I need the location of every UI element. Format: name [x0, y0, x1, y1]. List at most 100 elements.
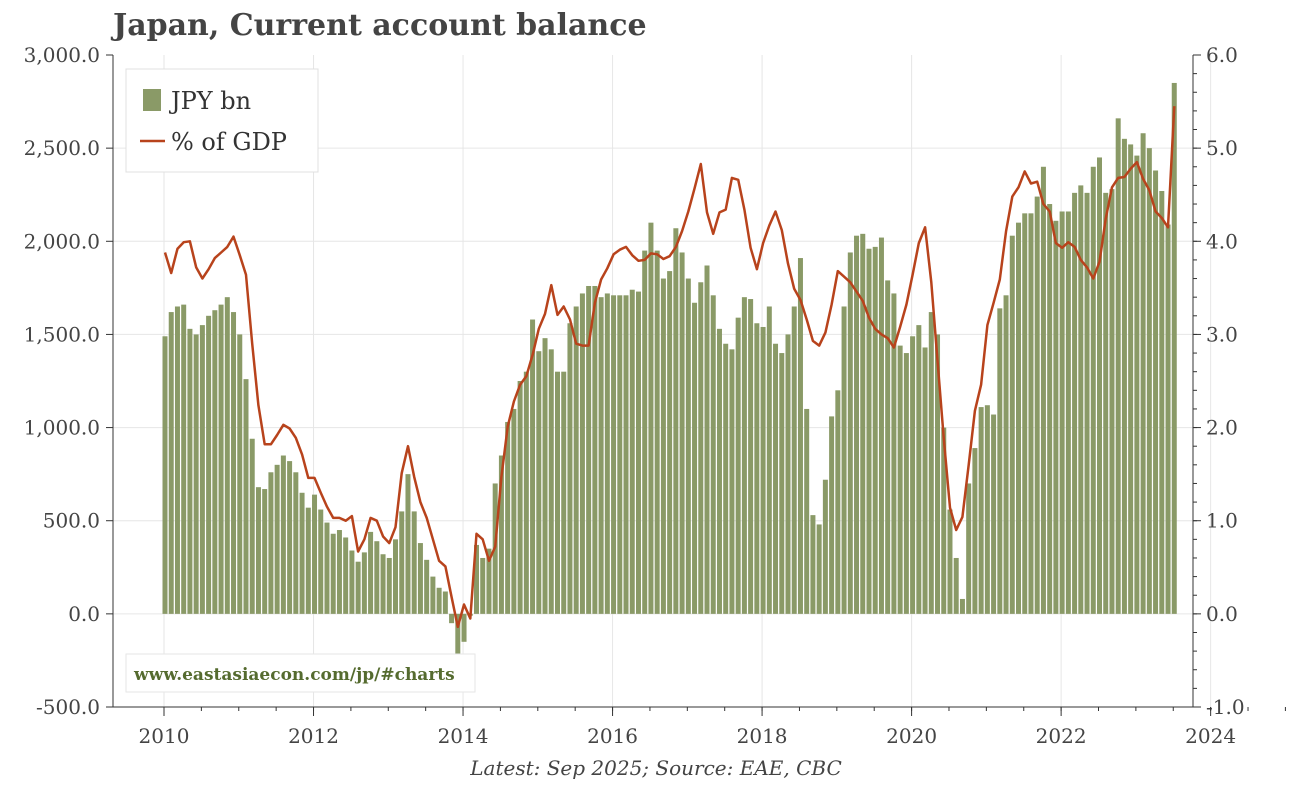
bar [268, 472, 274, 614]
bar [1053, 220, 1059, 614]
x-axis-tick-label: 2020 [886, 724, 937, 748]
bar [592, 285, 598, 614]
x-axis-tick-label: 2016 [587, 724, 638, 748]
bar [816, 524, 822, 614]
bar [212, 310, 218, 614]
bar [1146, 148, 1152, 614]
bar [654, 250, 660, 614]
bar [554, 371, 560, 614]
bar [748, 299, 754, 614]
axes: 3,000.0 2,500.0 2,000.0 1,500.0 1,000.0 500.0… [24, 43, 1286, 748]
bar-series [162, 82, 1177, 663]
bar [474, 544, 479, 614]
left-axis-tick-label: 1,500.0 [24, 322, 100, 346]
bar [399, 511, 405, 614]
bar [1097, 157, 1102, 614]
watermark-text: www.eastasiaecon.com/jp/#charts [133, 665, 455, 685]
bar [430, 576, 436, 614]
left-axis-tick-label: 2,500.0 [24, 136, 100, 160]
right-axis-tick-label: 0.0 [1206, 602, 1238, 626]
bar [972, 448, 978, 614]
bar [168, 312, 174, 614]
bar [187, 328, 193, 614]
bar [635, 291, 641, 614]
bar [611, 295, 617, 614]
bar [679, 252, 685, 614]
bar [1016, 222, 1022, 614]
bar [897, 345, 903, 614]
legend-line-label: % of GDP [171, 128, 287, 156]
bar [617, 295, 623, 614]
bar [673, 228, 679, 614]
bar [517, 381, 523, 614]
bar [567, 323, 573, 614]
bar [878, 237, 884, 614]
bar [1009, 235, 1015, 614]
bar [586, 285, 592, 614]
bar [822, 479, 828, 614]
bar [312, 494, 318, 614]
bar [754, 323, 760, 614]
bar [910, 336, 916, 614]
bar [386, 557, 392, 614]
bar [206, 315, 212, 614]
x-axis-tick-label: 2024 [1185, 724, 1236, 748]
bar [305, 507, 311, 614]
bar [287, 461, 293, 614]
bar [548, 349, 554, 614]
bar [1059, 211, 1065, 614]
bar [660, 278, 666, 614]
bar [991, 414, 997, 614]
bar [262, 489, 268, 614]
bar [885, 280, 891, 614]
bar [1040, 166, 1046, 614]
bar [891, 293, 897, 614]
bar [941, 427, 947, 614]
bar [1084, 192, 1090, 614]
bar [1171, 82, 1177, 614]
bar [723, 343, 729, 614]
legend-bar-swatch [143, 89, 161, 111]
bar [324, 522, 330, 614]
bar [318, 509, 324, 614]
bar [1115, 118, 1121, 614]
bar [835, 390, 841, 614]
bar [773, 343, 779, 614]
bar [997, 308, 1003, 614]
bar [1065, 211, 1071, 614]
bar [598, 297, 604, 614]
bar [648, 222, 654, 614]
bar [1103, 192, 1109, 614]
bar [1028, 213, 1034, 614]
bar [667, 271, 673, 614]
bar [255, 487, 261, 614]
right-axis-tick-label: 5.0 [1206, 136, 1238, 160]
bar [947, 509, 953, 614]
bar [274, 464, 280, 614]
bar [162, 336, 168, 614]
left-axis-tick-label: 1,000.0 [24, 416, 100, 440]
bar [393, 539, 399, 614]
bar [511, 408, 517, 614]
bar [249, 438, 255, 614]
bar [1003, 295, 1009, 614]
right-axis-tick-label: 3.0 [1206, 322, 1238, 346]
bar [561, 371, 567, 614]
bar [704, 265, 710, 614]
bar [841, 306, 847, 614]
x-axis-tick-label: 2010 [139, 724, 190, 748]
bar [623, 295, 629, 614]
bar [461, 613, 467, 642]
bar [903, 353, 909, 614]
watermark-box [125, 653, 476, 693]
bar [530, 319, 536, 614]
left-axis-tick-label: 500.0 [43, 509, 100, 533]
bar [1134, 155, 1140, 614]
bar [523, 371, 529, 614]
bar [424, 559, 430, 614]
bar [1165, 224, 1171, 614]
right-axis-tick-label: 4.0 [1206, 229, 1238, 253]
bar [604, 293, 610, 614]
bar [573, 306, 579, 614]
x-axis-tick-label: 2014 [438, 724, 489, 748]
